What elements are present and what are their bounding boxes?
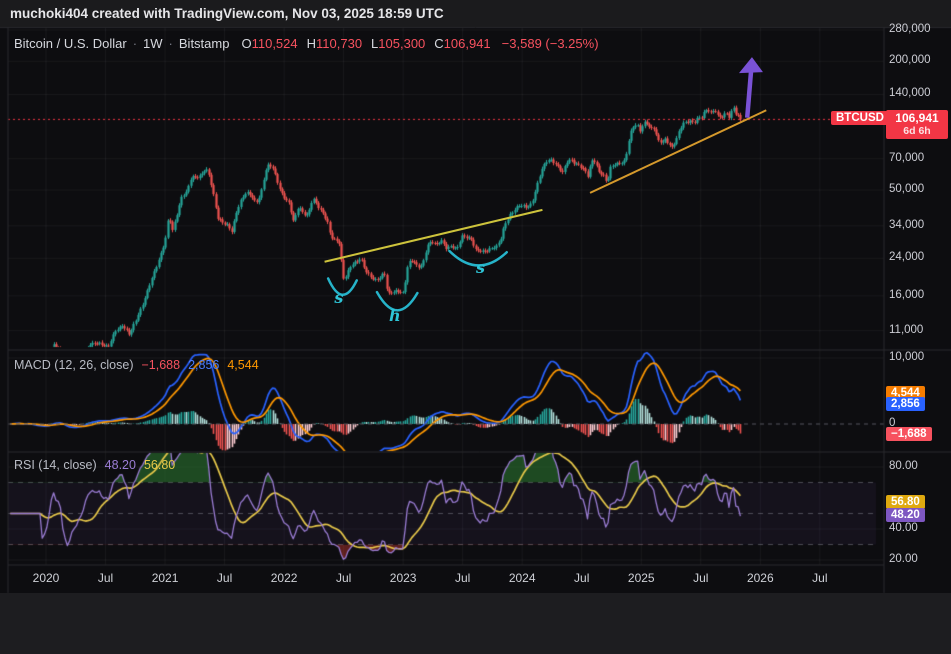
- rsi-ma-value: 56.80: [143, 458, 176, 472]
- symbol-name[interactable]: Bitcoin / U.S. Dollar: [14, 36, 127, 51]
- macd-axis-badge: −1,688: [886, 427, 932, 442]
- price-axis-label: 50,000: [889, 183, 925, 196]
- time-axis-label: 2022: [270, 571, 298, 585]
- price-axis-label: 16,000: [889, 288, 925, 301]
- macd-axis-label: 0: [889, 417, 896, 429]
- bar-countdown: 6d 6h: [903, 125, 931, 138]
- exchange-label: Bitstamp: [178, 36, 230, 51]
- macd-axis-badge: 2,856: [886, 397, 925, 412]
- rsi-title: RSI (14, close): [14, 458, 97, 472]
- time-axis-label: Jul: [812, 571, 828, 585]
- symbol-header[interactable]: Bitcoin / U.S. Dollar · 1W · Bitstamp O1…: [14, 36, 599, 51]
- separator-dot: ·: [168, 36, 173, 51]
- time-axis-label: 2025: [627, 571, 655, 585]
- symbol-price-flag[interactable]: BTCUSD: [831, 111, 889, 126]
- price-axis-label: 140,000: [889, 87, 931, 100]
- price-axis-label: 34,000: [889, 218, 925, 231]
- high-label: H: [306, 36, 317, 51]
- time-axis-label: 2023: [389, 571, 417, 585]
- low-value: 105,300: [378, 36, 426, 51]
- rsi-axis-label: 80.00: [889, 460, 918, 472]
- rsi-axis-badge: 56.80: [886, 494, 925, 509]
- macd-line-value: 2,856: [188, 358, 220, 372]
- last-price-value: 106,941: [895, 111, 939, 126]
- close-value: 106,941: [443, 36, 491, 51]
- footer-bar: TradingView: [0, 593, 951, 654]
- macd-signal-value: 4,544: [227, 358, 259, 372]
- time-axis-label: 2026: [746, 571, 774, 585]
- price-axis-label: 11,000: [889, 323, 924, 336]
- rsi-axis-badge: 48.20: [886, 508, 925, 523]
- price-axis-label: 70,000: [889, 151, 925, 164]
- rsi-value: 48.20: [104, 458, 136, 472]
- rsi-axis-label: 20.00: [889, 553, 918, 565]
- open-label: O: [241, 36, 252, 51]
- rsi-pane-title[interactable]: RSI (14, close) 48.20 56.80: [14, 458, 175, 472]
- high-value: 110,730: [316, 36, 363, 51]
- time-axis-label: Jul: [693, 571, 709, 585]
- change-value: −3,589 (−3.25%): [501, 36, 599, 51]
- macd-title: MACD (12, 26, close): [14, 358, 134, 372]
- close-label: C: [434, 36, 444, 51]
- price-axis-label: 24,000: [889, 251, 925, 264]
- macd-pane-title[interactable]: MACD (12, 26, close) −1,688 2,856 4,544: [14, 358, 259, 372]
- time-axis-label: Jul: [216, 571, 233, 585]
- time-axis-label: 2024: [508, 571, 536, 585]
- macd-axis-label: 10,000: [889, 351, 925, 363]
- last-price-badge[interactable]: 106,941 6d 6h: [886, 110, 948, 140]
- symbol-flag-text: BTCUSD: [836, 112, 884, 125]
- macd-axis-badge: 4,544: [886, 386, 925, 400]
- rsi-axis-label: 40.00: [889, 522, 918, 534]
- time-axis-label: Jul: [574, 571, 590, 585]
- time-axis-label: Jul: [335, 571, 352, 585]
- separator-dot: ·: [132, 36, 138, 51]
- time-axis-label: Jul: [97, 571, 114, 585]
- price-axis-label: 280,000: [889, 22, 931, 35]
- ohlc-values: O110,524 H110,730 L105,300 C106,941 −3,5…: [241, 36, 598, 51]
- time-axis-label: 2020: [32, 571, 60, 585]
- time-axis-label: 2021: [151, 571, 179, 585]
- interval-label[interactable]: 1W: [143, 36, 163, 51]
- price-axis-label: 200,000: [889, 54, 931, 67]
- open-value: 110,524: [251, 36, 298, 51]
- low-label: L: [371, 36, 379, 51]
- time-axis-label: Jul: [455, 571, 471, 585]
- macd-hist-value: −1,688: [141, 358, 181, 372]
